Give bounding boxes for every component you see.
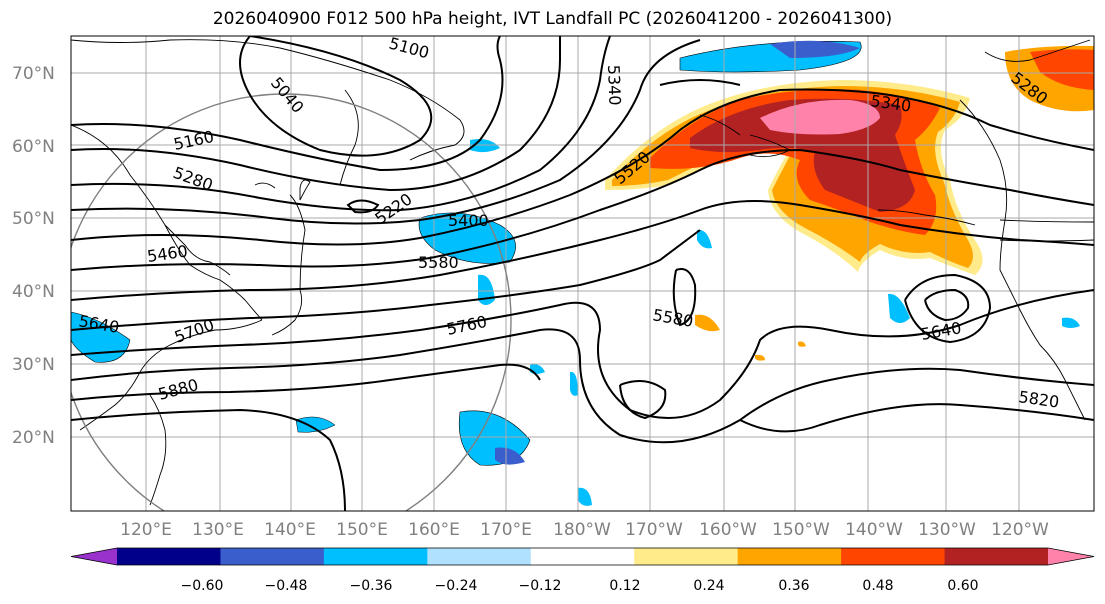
lon-label: 180°W: [553, 520, 611, 540]
colorbar-extend-min: [71, 548, 117, 565]
lat-label: 40°N: [12, 282, 55, 302]
lon-label: 130°E: [192, 520, 244, 540]
colorbar-outline: [70, 547, 1095, 566]
lat-label: 70°N: [12, 64, 55, 84]
colorbar-tick-label: 0.48: [862, 578, 893, 594]
colorbar-tick-label: −0.60: [181, 578, 224, 594]
colorbar-tick-label: −0.48: [265, 578, 308, 594]
colorbar-segment: [323, 548, 428, 565]
lon-label: 170°E: [480, 520, 532, 540]
colorbar-tick-label: 0.60: [947, 578, 978, 594]
colorbar-segment: [117, 548, 221, 565]
longitude-labels: 120°E 130°E 140°E 150°E 160°E 170°E 180°…: [120, 520, 1049, 540]
colorbar-segment: [944, 548, 1049, 565]
ivt-negative-shading: [71, 40, 1080, 506]
lon-label: 140°W: [845, 520, 903, 540]
colorbar-segment: [427, 548, 532, 565]
colorbar-tick-label: −0.36: [350, 578, 393, 594]
svg-text:5400: 5400: [448, 211, 489, 230]
landfall-domain-circle: [71, 93, 512, 511]
lon-label: 160°W: [699, 520, 757, 540]
lon-label: 150°E: [336, 520, 388, 540]
map-title: 2026040900 F012 500 hPa height, IVT Land…: [212, 9, 893, 29]
lat-label: 50°N: [12, 209, 55, 229]
latitude-labels: 70°N 60°N 50°N 40°N 30°N 20°N: [12, 64, 55, 448]
colorbar-tick-label: −0.24: [435, 578, 478, 594]
lat-label: 20°N: [12, 428, 55, 448]
colorbar-tick-label: 0.24: [693, 578, 724, 594]
lon-label: 150°W: [772, 520, 830, 540]
colorbar-tick-label: 0.36: [778, 578, 809, 594]
lon-label: 170°W: [625, 520, 683, 540]
lon-label: 120°W: [991, 520, 1049, 540]
coastlines: [71, 39, 1094, 506]
graticule: [71, 36, 1094, 511]
lon-label: 140°E: [264, 520, 316, 540]
colorbar: [70, 547, 1095, 566]
colorbar-segment: [634, 548, 739, 565]
ivt-positive-shading: [605, 45, 1094, 361]
map-frame: [70, 35, 1095, 512]
colorbar-tick-labels: −0.60 −0.48 −0.36 −0.24 −0.12 0.12 0.24 …: [181, 578, 979, 594]
lon-label: 130°W: [918, 520, 976, 540]
colorbar-segment: [220, 548, 325, 565]
lat-label: 60°N: [12, 137, 55, 157]
colorbar-tick-label: −0.12: [519, 578, 562, 594]
lon-label: 120°E: [120, 520, 172, 540]
colorbar-extend-max: [1048, 548, 1094, 565]
svg-text:5580: 5580: [418, 253, 459, 272]
map-body: 5100 5040 5340 5160 5280 5220 5400 5460 …: [71, 36, 1094, 511]
colorbar-tick-label: 0.12: [609, 578, 640, 594]
height-contours: [71, 36, 1094, 511]
lat-label: 30°N: [12, 355, 55, 375]
lon-label: 160°E: [408, 520, 460, 540]
colorbar-segment: [841, 548, 946, 565]
colorbar-segment: [530, 548, 635, 565]
colorbar-segment: [737, 548, 842, 565]
svg-text:5340: 5340: [604, 64, 624, 105]
